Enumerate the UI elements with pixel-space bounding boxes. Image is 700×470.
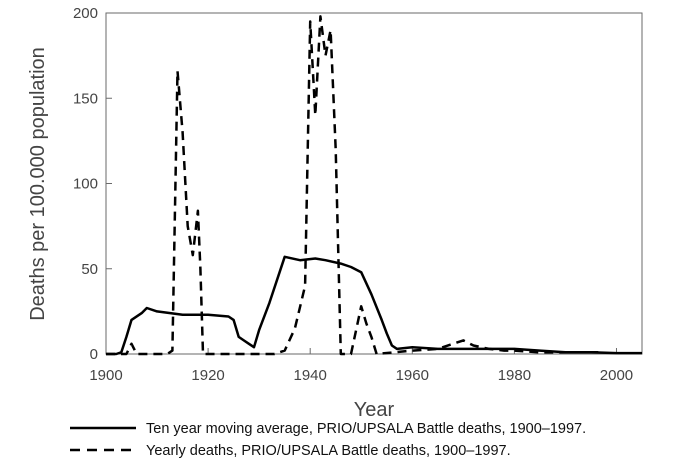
x-tick-label: 1980 bbox=[498, 367, 531, 384]
y-tick-label: 100 bbox=[73, 176, 98, 193]
moving-average-line bbox=[106, 255, 642, 356]
x-tick-label: 1900 bbox=[89, 367, 122, 384]
x-axis-title: Year bbox=[354, 399, 395, 421]
y-tick-label: 150 bbox=[73, 90, 98, 107]
y-tick-label: 0 bbox=[90, 346, 98, 363]
x-tick-label: 2000 bbox=[600, 367, 633, 384]
y-axis: 0 50 100 150 200 bbox=[73, 5, 112, 363]
y-axis-title: Deaths per 100.000 population bbox=[27, 47, 49, 321]
legend-label: Yearly deaths, PRIO/UPSALA Battle deaths… bbox=[146, 443, 511, 459]
yearly-deaths-line bbox=[106, 15, 602, 356]
x-tick-label: 1960 bbox=[396, 367, 429, 384]
legend-label: Ten year moving average, PRIO/UPSALA Bat… bbox=[146, 421, 586, 437]
series-layer bbox=[106, 15, 642, 356]
legend: Ten year moving average, PRIO/UPSALA Bat… bbox=[70, 421, 586, 459]
y-tick-label: 50 bbox=[81, 261, 98, 278]
y-tick-label: 200 bbox=[73, 5, 98, 22]
x-tick-label: 1940 bbox=[294, 367, 327, 384]
x-tick-label: 1920 bbox=[191, 367, 224, 384]
